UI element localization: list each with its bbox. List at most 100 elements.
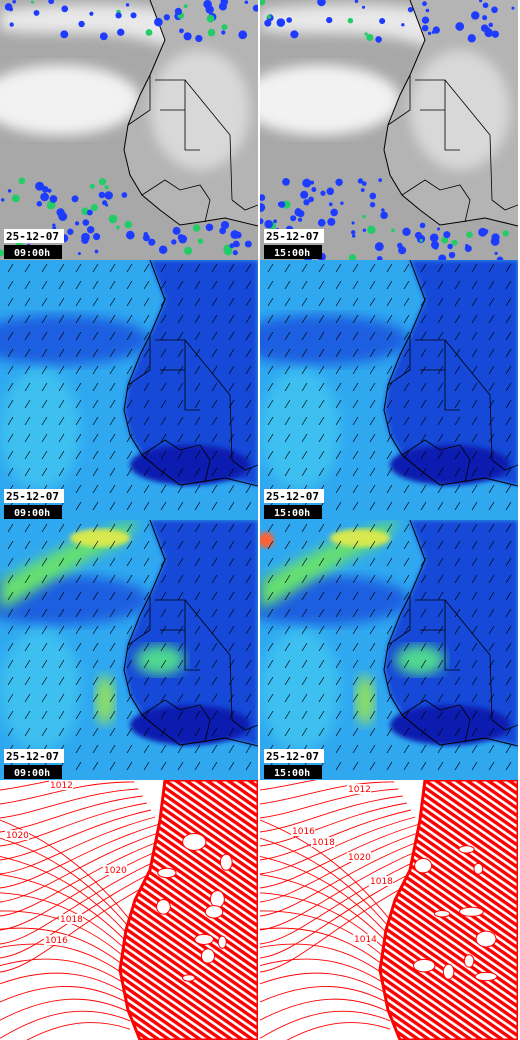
- wind-arrow: [369, 314, 376, 324]
- cloud-echo: [145, 29, 153, 36]
- wind-arrow: [420, 676, 427, 686]
- cloud-echo: [148, 238, 156, 246]
- wind-arrow: [160, 314, 167, 324]
- wind-arrow: [177, 501, 184, 511]
- wind-arrow: [267, 642, 274, 652]
- wind-arrow: [109, 382, 116, 392]
- isobar-label: 1018: [60, 915, 83, 925]
- wind-arrow: [160, 382, 167, 392]
- wind-arrow: [386, 557, 393, 567]
- pressure-pocket: [200, 948, 216, 964]
- wind-arrow: [92, 608, 99, 618]
- wind-arrow: [245, 710, 252, 720]
- wind-arrow: [352, 382, 359, 392]
- wind-arrow: [369, 450, 376, 460]
- wind-arrow: [318, 280, 325, 290]
- wind-arrow: [58, 557, 65, 567]
- wind-arrow: [301, 433, 308, 443]
- date-bg: [264, 749, 324, 763]
- cloud-echo: [18, 177, 26, 185]
- wind-arrow: [194, 365, 201, 375]
- wind-arrow: [126, 557, 133, 567]
- wind-arrow: [58, 450, 65, 460]
- wind-arrow: [488, 676, 495, 686]
- cloud-echo: [354, 0, 359, 3]
- cloud-echo: [125, 3, 130, 7]
- wind-arrow: [318, 693, 325, 703]
- cloud-echo: [448, 251, 456, 259]
- wind-arrow: [7, 676, 14, 686]
- wind-arrow: [92, 676, 99, 686]
- wind-arrow: [420, 416, 427, 426]
- wind-arrow: [245, 467, 252, 477]
- cloud-echo: [192, 224, 201, 232]
- wind-arrow: [352, 314, 359, 324]
- wind-arrow: [177, 331, 184, 341]
- wind-arrow: [335, 297, 342, 307]
- wind-arrow: [24, 608, 31, 618]
- wind-arrow: [24, 540, 31, 550]
- cloud-echo: [108, 214, 118, 224]
- wind-arrow: [245, 659, 252, 669]
- wind-arrow: [301, 399, 308, 409]
- wind-arrow: [318, 297, 325, 307]
- wind-arrow: [505, 608, 512, 618]
- wind-arrow: [160, 263, 167, 273]
- cloud-echo: [379, 17, 386, 25]
- wind-arrow: [403, 676, 410, 686]
- wind-arrow: [228, 433, 235, 443]
- cloud-echo: [381, 208, 385, 212]
- wind-arrow: [267, 348, 274, 358]
- wind-arrow: [454, 625, 461, 635]
- wind-arrow: [454, 314, 461, 324]
- wind-arrow: [471, 280, 478, 290]
- wind-arrow: [211, 365, 218, 375]
- wind-arrow: [488, 761, 495, 771]
- isobar: [0, 795, 143, 946]
- cloud-echo: [302, 178, 312, 188]
- wind-arrow: [41, 450, 48, 460]
- wind-arrow: [245, 382, 252, 392]
- wind-arrow: [194, 744, 201, 754]
- wind-arrow: [505, 382, 512, 392]
- wind-arrow: [228, 365, 235, 375]
- cloud-echo: [480, 24, 489, 32]
- wind-arrow: [245, 693, 252, 703]
- isobar: [260, 781, 395, 929]
- wind-arrow: [437, 416, 444, 426]
- date-bg: [4, 489, 64, 503]
- wind-arrow: [386, 540, 393, 550]
- wind-arrow: [245, 263, 252, 273]
- wind-arrow: [126, 642, 133, 652]
- isobar: [0, 837, 168, 996]
- cloud-echo: [303, 199, 310, 206]
- wind-arrow: [386, 608, 393, 618]
- wind-arrow: [143, 416, 150, 426]
- wind-arrow: [92, 484, 99, 494]
- wind-arrow: [471, 314, 478, 324]
- cloud-echo: [290, 215, 297, 222]
- wind-arrow: [454, 761, 461, 771]
- wind-arrow: [386, 727, 393, 737]
- cloud-echo: [502, 230, 509, 237]
- wind-arrow: [403, 501, 410, 511]
- wind-arrow: [245, 557, 252, 567]
- cloud-echo: [478, 227, 488, 237]
- wind-arrow: [194, 625, 201, 635]
- wind-arrow: [437, 450, 444, 460]
- wind-arrow: [228, 659, 235, 669]
- cloud-echo: [429, 233, 439, 243]
- wind-arrow: [437, 314, 444, 324]
- wind-arrow: [267, 433, 274, 443]
- wind-arrow: [505, 574, 512, 584]
- jet-blob: [135, 645, 185, 675]
- wind-arrow: [335, 591, 342, 601]
- wind-arrow: [160, 450, 167, 460]
- pressure-pocket: [433, 910, 451, 918]
- wind-arrow: [420, 574, 427, 584]
- wind-arrow: [228, 761, 235, 771]
- wind-arrow: [24, 676, 31, 686]
- wind-arrow: [126, 591, 133, 601]
- wind-arrow: [211, 591, 218, 601]
- wind-arrow: [41, 727, 48, 737]
